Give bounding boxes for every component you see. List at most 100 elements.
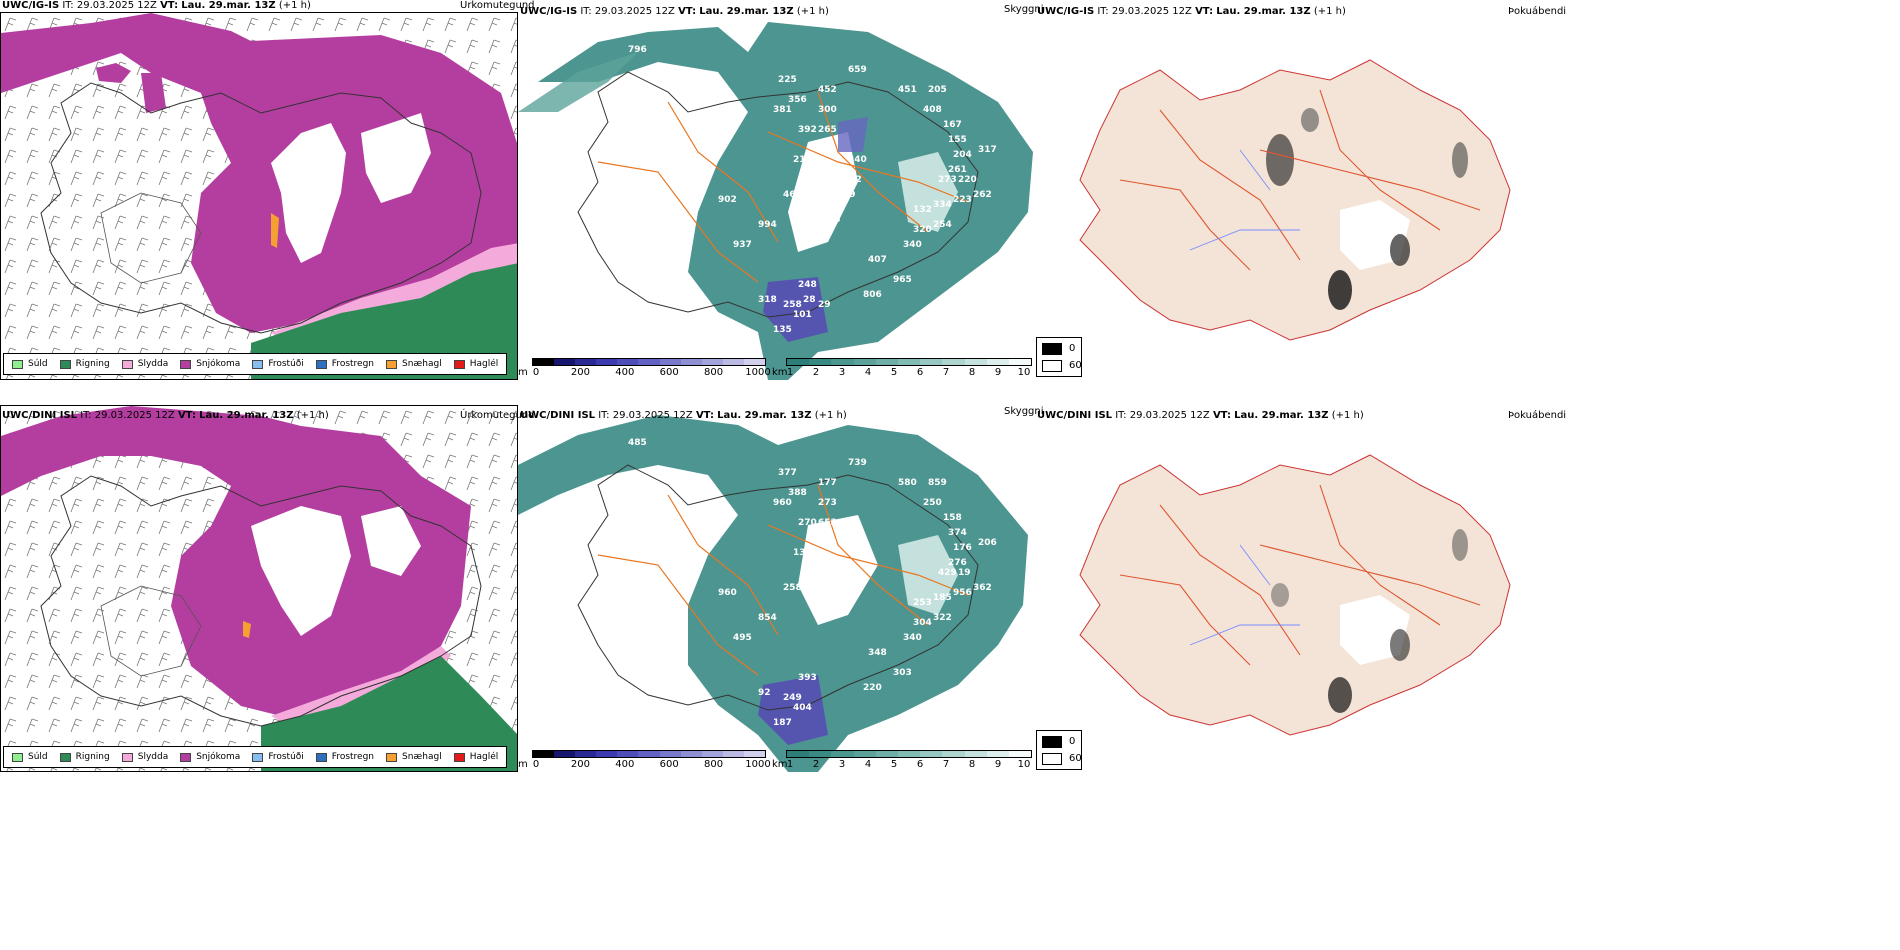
colorbar-cell xyxy=(617,751,639,757)
peak-elevation-label: 258 xyxy=(783,300,802,310)
lead-time: (+1 h) xyxy=(814,410,847,421)
visibility-unit: km xyxy=(772,759,788,770)
legend-label: 60 xyxy=(1069,360,1082,371)
peak-elevation-label: 859 xyxy=(928,478,947,488)
colorbar-tick-label: 800 xyxy=(704,759,724,770)
colorbar-tick-label: 0 xyxy=(532,367,540,378)
peak-elevation-label: 495 xyxy=(733,633,752,643)
peak-elevation-label: 248 xyxy=(798,280,817,290)
vt-value: Lau. 29.mar. 13Z xyxy=(199,410,294,421)
legend-swatch xyxy=(315,752,327,762)
colorbar-cell xyxy=(533,359,555,365)
peak-elevation-label: 318 xyxy=(758,295,777,305)
peak-elevation-label: 28 xyxy=(803,295,816,305)
legend-swatch-light xyxy=(1042,360,1062,372)
vt-label: VT: xyxy=(177,410,196,421)
peak-elevation-label: 92 xyxy=(758,688,771,698)
legend-label: 60 xyxy=(1069,753,1082,764)
colorbar-cell xyxy=(1008,359,1032,365)
legend-swatch xyxy=(386,752,398,762)
colorbar-cell xyxy=(743,751,766,757)
panel-title: Þokuábendi xyxy=(1508,410,1567,421)
peak-elevation-label: 132 xyxy=(913,205,932,215)
colorbar-cell xyxy=(533,751,555,757)
model-name: UWC/DINI ISL xyxy=(2,410,78,421)
peak-elevation-label: 101 xyxy=(793,310,812,320)
legend-label: Frostúði xyxy=(268,752,304,762)
colorbar-cell xyxy=(575,751,597,757)
peak-elevation-label: 956 xyxy=(953,588,972,598)
legend-swatch xyxy=(252,752,264,762)
peak-elevation-label: 29 xyxy=(843,190,856,200)
panel-header: UWC/DINI ISL IT: 29.03.2025 12Z VT: Lau.… xyxy=(2,410,329,421)
model-name: UWC/IG-IS xyxy=(2,0,60,11)
colorbar-cell xyxy=(554,359,576,365)
colorbar-cell xyxy=(986,751,1009,757)
cloud-map-row1 xyxy=(1079,59,1511,341)
colorbar-tick-label: 3 xyxy=(838,759,846,770)
peak-elevation-label: 404 xyxy=(793,703,812,713)
colorbar-cell xyxy=(701,359,723,365)
panel-header: UWC/DINI ISL IT: 29.03.2025 12Z VT: Lau.… xyxy=(1037,410,1364,421)
colorbar-tick-label: 7 xyxy=(942,759,950,770)
colorbar-cell xyxy=(1008,751,1032,757)
colorbar-cell xyxy=(743,359,766,365)
legend-swatch xyxy=(12,359,23,369)
colorbar-cell xyxy=(853,359,876,365)
panel-header: UWC/IG-IS IT: 29.03.2025 12Z VT: Lau. 29… xyxy=(520,6,829,17)
legend-swatch xyxy=(12,752,23,762)
colorbar-cell xyxy=(875,751,898,757)
panel-title: Úrkomutegund xyxy=(460,410,535,421)
legend-label: Haglél xyxy=(469,752,499,762)
peak-elevation-label: 485 xyxy=(628,438,647,448)
peak-elevation-label: 240 xyxy=(848,155,867,165)
peak-elevation-label: 217 xyxy=(793,155,812,165)
colorbar-cell xyxy=(831,359,854,365)
model-name: UWC/IG-IS xyxy=(520,6,578,17)
colorbar-tick-label: 800 xyxy=(704,367,724,378)
legend-label: Snjókoma xyxy=(196,752,241,762)
peak-elevation-label: 362 xyxy=(973,583,992,593)
peak-elevation-label: 322 xyxy=(933,613,952,623)
panel-header: UWC/DINI ISL IT: 29.03.2025 12Z VT: Lau.… xyxy=(520,410,847,421)
peak-elevation-label: 206 xyxy=(978,538,997,548)
it-value: 29.03.2025 12Z xyxy=(594,6,675,17)
colorbar-tick-label: 1 xyxy=(786,759,794,770)
peak-elevation-label: 35 xyxy=(828,215,841,225)
peak-elevation-label: 304 xyxy=(913,618,932,628)
cloud-panel-row1 xyxy=(1040,30,1540,380)
elevation-bar-cells xyxy=(532,358,766,366)
peak-elevation-label: 403 xyxy=(638,488,657,498)
vt-value: Lau. 29.mar. 13Z xyxy=(1216,6,1311,17)
elevation-bar-cells xyxy=(532,750,766,758)
lead-time: (+1 h) xyxy=(278,0,311,11)
model-name: UWC/DINI ISL xyxy=(520,410,596,421)
precip-legend-row1: Súld Rigning Slydda Snjókoma Frostúði Fr… xyxy=(3,353,508,375)
colorbar-tick-label: 400 xyxy=(615,367,635,378)
colorbar-cell xyxy=(659,751,681,757)
peak-elevation-label: 388 xyxy=(788,488,807,498)
colorbar-cell xyxy=(701,751,723,757)
colorbar-cell xyxy=(680,751,702,757)
legend-swatch xyxy=(453,359,465,369)
colorbar-tick-label: 10 xyxy=(1017,759,1031,770)
it-label: IT: xyxy=(80,410,92,421)
legend-label: Snæhagl xyxy=(402,752,442,762)
legend-swatch xyxy=(59,359,71,369)
peak-elevation-label: 334 xyxy=(933,200,952,210)
legend-item: Rigning xyxy=(59,359,110,369)
colorbar-cell xyxy=(831,751,854,757)
colorbar-cell xyxy=(638,751,660,757)
colorbar-cell xyxy=(809,751,832,757)
colorbar-cell xyxy=(787,751,810,757)
peak-elevation-label: 242 xyxy=(843,175,862,185)
peak-elevation-label: 796 xyxy=(628,45,647,55)
peak-elevation-label: 205 xyxy=(928,85,947,95)
legend-label: Súld xyxy=(28,359,48,369)
it-label: IT: xyxy=(598,410,610,421)
colorbar-tick-label: 2 xyxy=(812,759,820,770)
lead-time: (+1 h) xyxy=(296,410,329,421)
legend-item: Súld xyxy=(12,752,48,762)
peak-elevation-label: 806 xyxy=(863,290,882,300)
peak-elevation-label: 303 xyxy=(893,668,912,678)
